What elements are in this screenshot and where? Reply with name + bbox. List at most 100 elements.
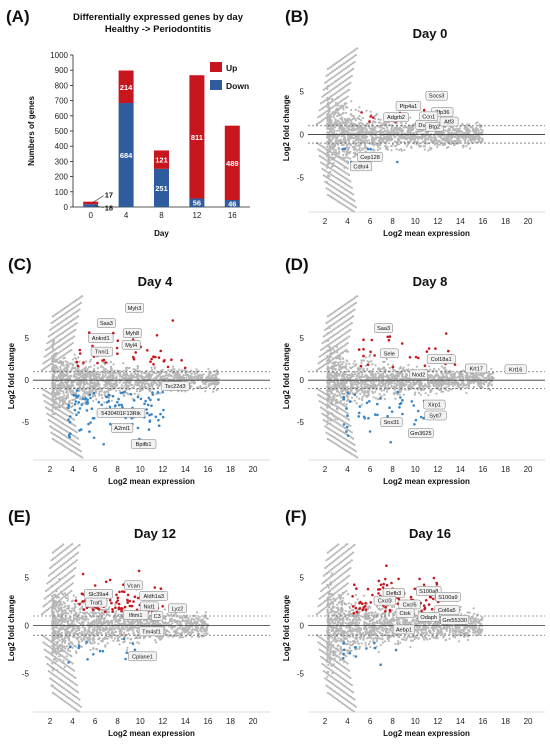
- x-tick-label: 16: [478, 217, 487, 226]
- point-ns: [366, 135, 369, 138]
- point-ns: [384, 369, 387, 372]
- point-ns: [340, 389, 343, 392]
- point-ns: [415, 365, 418, 368]
- point-ns: [85, 391, 88, 394]
- point-ns: [78, 374, 81, 377]
- point-ns: [47, 364, 51, 367]
- point-ns: [337, 357, 340, 360]
- point-ns: [57, 393, 60, 396]
- point-up: [134, 351, 137, 354]
- point-ns: [347, 135, 350, 138]
- point-ns: [71, 363, 75, 366]
- point-ns: [468, 136, 471, 139]
- point-ns: [334, 149, 337, 152]
- point-ns: [474, 126, 478, 129]
- gene-label: Btg2: [429, 125, 441, 131]
- point-ns: [346, 385, 349, 388]
- point-ns: [332, 116, 335, 119]
- point-down: [67, 403, 71, 407]
- point-ns: [110, 374, 113, 377]
- point-ns: [387, 363, 390, 366]
- y-tick-label: 800: [55, 81, 69, 90]
- point-ns: [406, 126, 409, 129]
- y-tick-label: 0: [300, 130, 305, 139]
- legend-swatch-down: [210, 80, 222, 90]
- point-ns: [393, 128, 396, 131]
- point-ns: [52, 340, 55, 343]
- point-down: [73, 408, 77, 412]
- point-ns: [341, 143, 344, 146]
- point-ns: [149, 383, 152, 386]
- point-ns: [393, 136, 396, 139]
- point-ns: [411, 128, 414, 132]
- point-ns: [329, 127, 332, 130]
- panel-title: Day 4: [138, 274, 173, 289]
- point-ns: [380, 395, 383, 398]
- point-down: [149, 398, 152, 402]
- point-ns: [370, 130, 373, 133]
- point-ns: [51, 413, 54, 416]
- point-ns: [356, 47, 359, 50]
- point-ns: [329, 78, 332, 81]
- point-ns: [353, 145, 356, 148]
- point-up: [91, 344, 94, 348]
- point-ns: [374, 126, 377, 129]
- point-ns: [424, 383, 427, 386]
- point-ns: [165, 372, 168, 375]
- point-ns: [49, 334, 52, 337]
- point-up: [75, 360, 79, 364]
- point-ns: [57, 346, 60, 349]
- point-ns: [328, 145, 331, 148]
- point-ns: [63, 397, 66, 400]
- point-ns: [349, 113, 352, 116]
- point-ns: [87, 372, 90, 375]
- point-ns: [334, 368, 337, 371]
- point-ns: [350, 375, 354, 378]
- point-down: [161, 415, 165, 419]
- point-down: [116, 400, 119, 404]
- point-down: [143, 402, 146, 406]
- point-ns: [374, 120, 377, 124]
- point-ns: [358, 137, 361, 140]
- point-ns: [342, 143, 345, 147]
- point-ns: [331, 399, 334, 402]
- panel-a: (A) Differentially expressed genes by day…: [6, 7, 250, 238]
- point-ns: [400, 128, 403, 131]
- point-ns: [80, 375, 83, 378]
- point-ns: [98, 383, 101, 386]
- point-ns: [374, 390, 377, 393]
- point-ns: [443, 131, 446, 134]
- point-ns: [69, 337, 72, 340]
- point-ns: [345, 153, 348, 156]
- point-ns: [338, 150, 341, 153]
- point-ns: [131, 386, 134, 390]
- point-ns: [98, 386, 101, 389]
- point-ns: [53, 367, 56, 370]
- point-ns: [69, 371, 72, 374]
- point-up: [78, 352, 82, 355]
- point-ns: [133, 376, 136, 379]
- point-ns: [71, 412, 74, 415]
- point-ns: [66, 345, 69, 348]
- point-ns: [383, 397, 386, 401]
- point-ns: [321, 95, 324, 98]
- point-ns: [347, 369, 350, 372]
- point-down: [396, 160, 399, 164]
- point-up: [183, 366, 187, 370]
- point-ns: [404, 388, 407, 391]
- point-down: [144, 399, 147, 403]
- x-tick-label: 8: [159, 211, 164, 220]
- y-tick-label: 1000: [50, 51, 68, 60]
- point-ns: [475, 122, 478, 125]
- panel-letter: (D): [285, 255, 309, 274]
- point-ns: [59, 365, 62, 369]
- point-ns: [114, 385, 117, 388]
- point-ns: [70, 393, 73, 396]
- point-down: [89, 396, 92, 400]
- x-tick-label: 8: [390, 217, 395, 226]
- point-ns: [444, 372, 447, 375]
- point-ns: [364, 147, 367, 150]
- point-ns: [462, 144, 465, 147]
